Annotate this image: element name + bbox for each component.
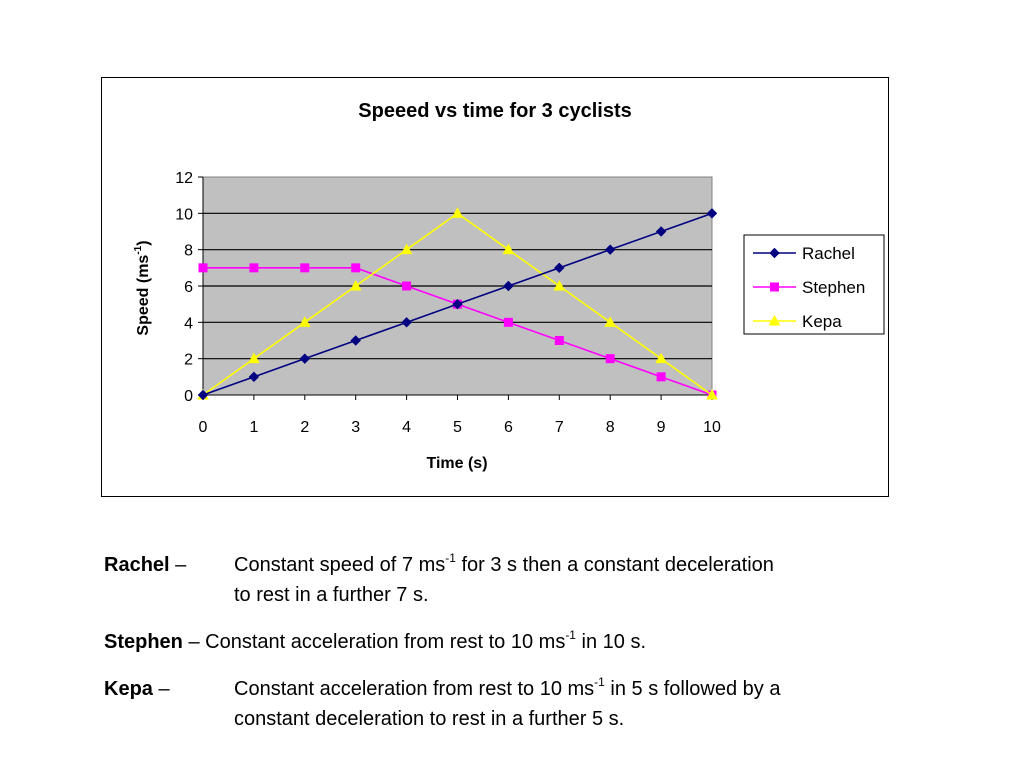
note-stephen-sup: -1 [565, 628, 576, 643]
point-rachel-3 [350, 335, 361, 346]
series-kepa [197, 207, 718, 400]
y-tick-label-0: 0 [184, 388, 193, 405]
y-axis-ticks: 0 2 4 6 8 10 12 [175, 170, 203, 405]
point-kepa-7 [553, 279, 566, 291]
x-tick-label-10: 10 [703, 419, 721, 436]
note-rachel-text-a: Constant speed of 7 ms [234, 554, 446, 576]
note-kepa-name: Kepa [104, 678, 153, 700]
point-stephen-1 [249, 263, 259, 273]
point-kepa-5 [451, 207, 464, 218]
x-tick-label-6: 6 [504, 419, 513, 436]
y-tick-label-10: 10 [175, 206, 193, 223]
x-tick-label-7: 7 [555, 419, 564, 436]
x-axis-label: Time (s) [426, 455, 487, 472]
note-kepa-sup: -1 [594, 675, 605, 690]
note-stephen: Stephen – Constant acceleration from res… [104, 627, 904, 657]
note-rachel-body: Constant speed of 7 ms-1 for 3 s then a … [234, 550, 894, 610]
point-rachel-7 [554, 262, 565, 274]
line-chart: Speeed vs time for 3 cyclists 024681012 … [133, 100, 885, 472]
point-stephen-0 [198, 263, 208, 273]
legend-box [743, 234, 885, 335]
note-rachel-line2: to rest in a further 7 s. [234, 584, 429, 606]
note-kepa-text-b: in 5 s followed by a [604, 678, 781, 700]
point-stephen-3 [351, 263, 361, 273]
legend-marker-kepa [768, 314, 781, 326]
point-stephen-6 [503, 317, 513, 327]
point-rachel-0 [197, 389, 209, 401]
x-axis-ticks: 0 1 2 3 4 5 6 7 8 9 10 [199, 177, 721, 436]
series-rachel [197, 208, 718, 401]
chart-frame: Speeed vs time for 3 cyclists 0 2 4 6 8 10 12 … [101, 77, 889, 497]
note-stephen-text-a: Constant acceleration from rest to 10 ms [205, 631, 566, 653]
point-kepa-4 [400, 243, 413, 255]
legend-items: Rachel Stephen Kepa [753, 244, 865, 331]
note-stephen-dash: – [182, 631, 206, 653]
note-stephen-name: Stephen [104, 631, 183, 653]
legend-marker-rachel [769, 247, 780, 259]
point-stephen-7 [554, 336, 564, 345]
point-rachel-10 [706, 208, 718, 219]
x-tick-label-1: 1 [249, 419, 258, 436]
point-rachel-9 [655, 226, 667, 237]
legend-marker-stephen [770, 282, 779, 292]
y-axis-label: Speed (ms-1) [133, 240, 152, 335]
x-tick-label-0: 0 [199, 419, 208, 436]
y-tick-label-2: 2 [184, 352, 193, 369]
x-tick-label-5: 5 [453, 419, 462, 436]
series-layer [197, 207, 718, 401]
y-tick-label-12: 12 [175, 170, 193, 187]
point-rachel-4 [401, 317, 412, 328]
point-kepa-2 [298, 316, 311, 327]
point-rachel-8 [604, 244, 616, 255]
legend-label-rachel: Rachel [802, 244, 855, 263]
y-axis-label-close: ) [135, 240, 152, 245]
note-kepa: Kepa – Constant acceleration from rest t… [104, 674, 904, 730]
x-tick-label-2: 2 [300, 419, 309, 436]
point-rachel-2 [299, 353, 311, 364]
note-kepa-line2: constant deceleration to rest in a furth… [234, 708, 625, 730]
note-kepa-dash: – [152, 678, 170, 700]
note-kepa-body: Constant acceleration from rest to 10 ms… [234, 674, 894, 734]
y-axis-label-sup: -1 [133, 245, 144, 254]
x-tick-label-3: 3 [351, 419, 360, 436]
point-kepa-1 [248, 352, 260, 364]
legend-label-kepa: Kepa [802, 312, 842, 331]
point-rachel-6 [503, 280, 514, 292]
note-rachel-text-b: for 3 s then a constant deceleration [455, 554, 774, 576]
point-rachel-1 [248, 371, 260, 383]
point-stephen-2 [300, 263, 310, 273]
note-rachel-name: Rachel [104, 554, 170, 576]
point-stephen-4 [402, 281, 412, 291]
point-kepa-10 [706, 388, 718, 400]
point-stephen-9 [656, 372, 666, 382]
note-rachel-dash: – [169, 554, 187, 576]
note-rachel: Rachel – Constant speed of 7 ms-1 for 3 … [104, 550, 904, 606]
note-kepa-text-a: Constant acceleration from rest to 10 ms [234, 678, 595, 700]
point-stephen-8 [605, 354, 615, 364]
chart-title: Speeed vs time for 3 cyclists [358, 100, 631, 122]
point-kepa-6 [502, 243, 515, 255]
point-kepa-3 [349, 279, 362, 291]
x-tick-label-8: 8 [606, 419, 615, 436]
legend-label-stephen: Stephen [802, 278, 865, 297]
note-rachel-sup: -1 [445, 551, 456, 566]
y-axis-label-text: Speed (ms [135, 255, 152, 336]
point-kepa-9 [655, 352, 667, 364]
legend: Rachel Stephen Kepa [743, 234, 885, 335]
x-tick-label-4: 4 [402, 419, 411, 436]
y-tick-label-6: 6 [184, 279, 193, 296]
note-stephen-text-b: in 10 s. [575, 631, 647, 653]
point-rachel-5 [452, 298, 463, 310]
point-kepa-8 [604, 316, 617, 327]
y-tick-label-4: 4 [184, 315, 193, 332]
x-tick-label-9: 9 [657, 419, 666, 436]
y-tick-label-8: 8 [184, 243, 193, 260]
